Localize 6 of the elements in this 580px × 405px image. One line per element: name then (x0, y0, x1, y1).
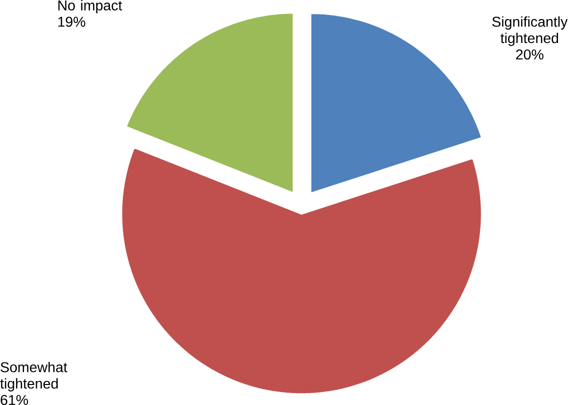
slice-label: Somewhat tightened (0, 362, 68, 392)
data-label: 19% (58, 16, 86, 27)
slice-label: No impact (58, 0, 122, 14)
data-label: 61% (0, 394, 28, 405)
data-label: 20% (516, 49, 544, 60)
slice-label: Significantly tightened (492, 16, 568, 46)
